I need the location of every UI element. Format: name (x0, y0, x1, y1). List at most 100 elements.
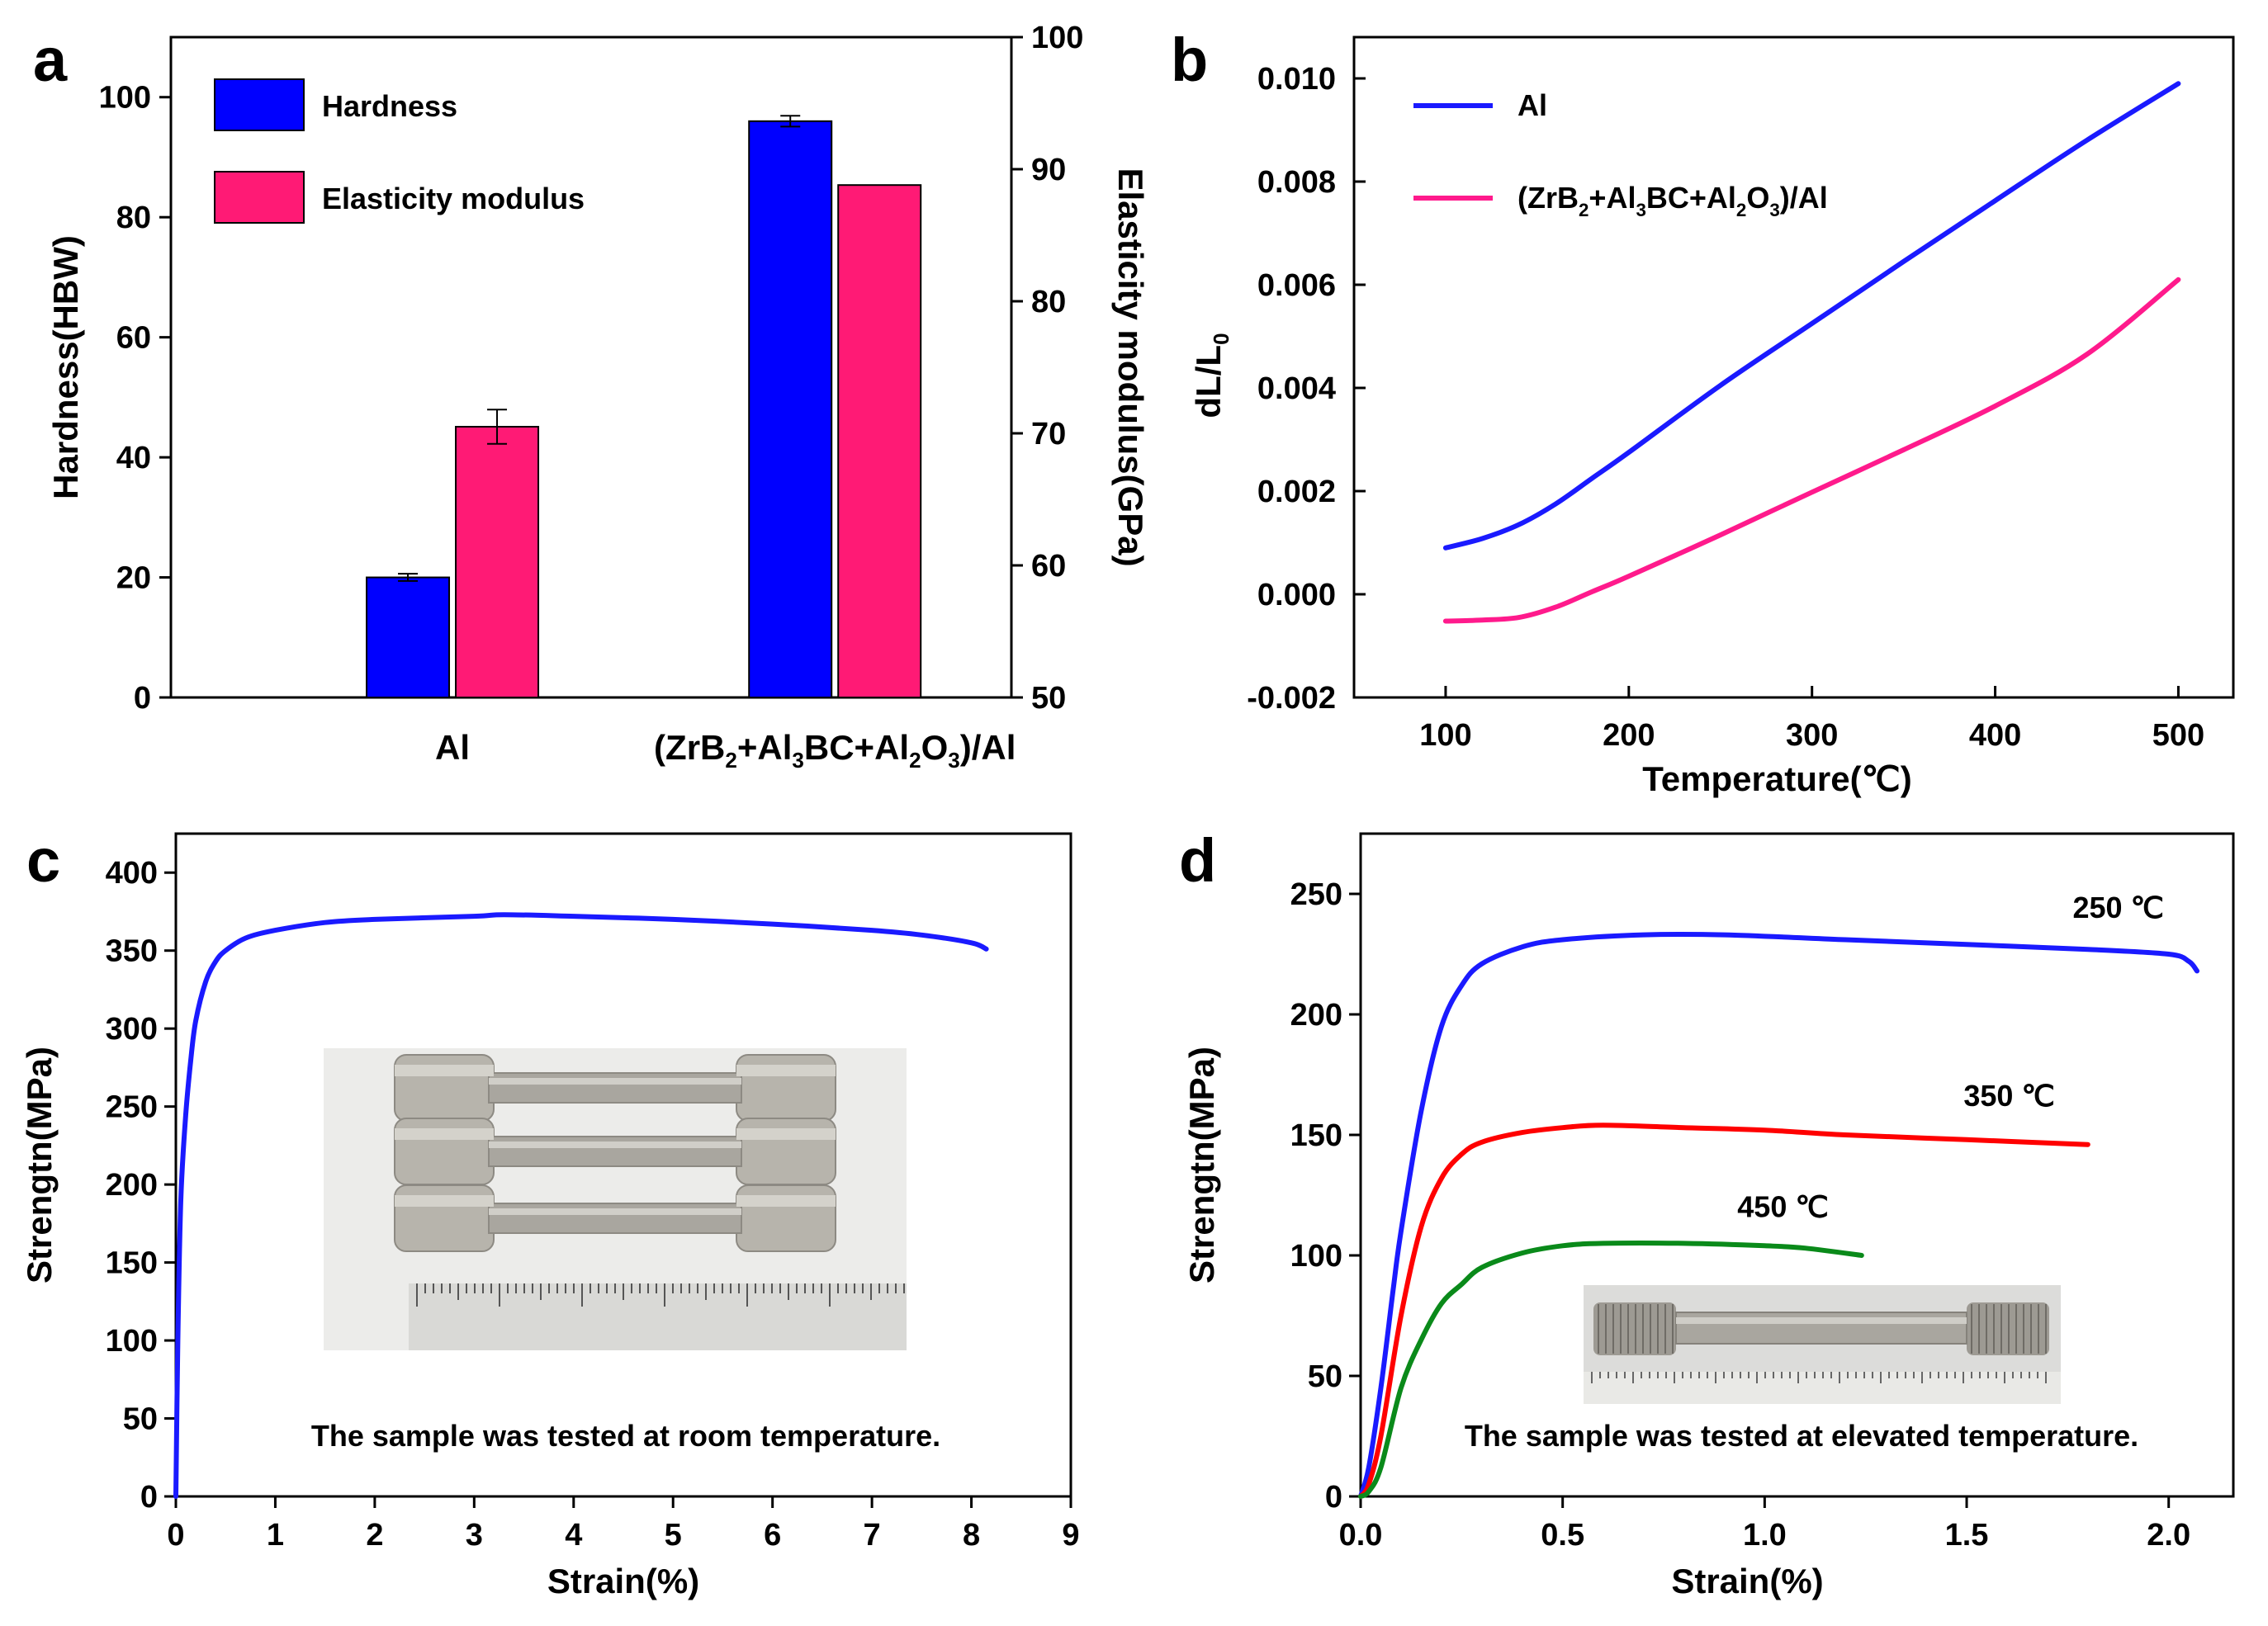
y-tick-label: 0 (140, 1480, 158, 1515)
y-tick-label: 100 (99, 81, 151, 116)
ruler (409, 1283, 907, 1350)
legend-swatch (214, 171, 305, 224)
legend-label: Hardness (322, 89, 457, 123)
y-tick-label: 150 (1290, 1118, 1342, 1153)
subscript: 3 (948, 748, 959, 773)
y-tick-label: 0.006 (1257, 268, 1336, 303)
text-run: BC+Al (1646, 181, 1736, 215)
plot-frame (1359, 832, 2235, 1498)
x-tick-label: 100 (1419, 718, 1471, 753)
text-run: dL/L (1189, 345, 1228, 418)
y-tick-label: 0 (1325, 1480, 1342, 1515)
panel-a: a 0 20 40 60 80 100 50 60 70 80 90 100 Hardness(HBW)… (33, 21, 1150, 773)
y-tick-label: 250 (106, 1090, 158, 1125)
y-tick-label: 350 (106, 934, 158, 969)
y-tick-label: 150 (106, 1246, 158, 1281)
x-category-label: (ZrB2+Al3BC+Al2O3)/Al (654, 728, 1016, 773)
x-tick-label: 3 (466, 1518, 483, 1553)
y-tick-label: 0.002 (1257, 475, 1336, 509)
x-tick-label: 400 (1969, 718, 2021, 753)
specimen-highlight (395, 1128, 494, 1140)
series-line (1358, 1241, 1864, 1499)
series-label: 250 ℃ (2072, 891, 2164, 924)
specimen-highlight (736, 1195, 836, 1207)
x-tick-label: 0.0 (1339, 1518, 1383, 1553)
x-tick-label: 1.0 (1743, 1518, 1787, 1553)
x-axis-label: Strain(%) (547, 1562, 699, 1600)
subscript: 0 (1209, 333, 1233, 344)
series-label: 350 ℃ (1963, 1079, 2055, 1113)
x-tick-label: 9 (1062, 1518, 1079, 1553)
specimen-gauge (488, 1072, 742, 1104)
y2-tick-label: 100 (1031, 21, 1083, 55)
y-tick-label: 300 (106, 1012, 158, 1047)
y-tick-label: 250 (1290, 877, 1342, 912)
panel-letter-b: b (1171, 26, 1208, 94)
y-tick-label: 50 (123, 1402, 158, 1437)
y-tick-label: 200 (1290, 998, 1342, 1033)
text-run: BC+Al (804, 728, 909, 767)
x-tick-label: 500 (2152, 718, 2204, 753)
text-run: Al (435, 728, 470, 767)
x-tick-label: 8 (963, 1518, 980, 1553)
y2-tick-label: 50 (1031, 681, 1066, 716)
y-tick-label: 100 (106, 1324, 158, 1359)
text-run: O (921, 728, 949, 767)
y-axis-label-group: dL/L0 (1189, 333, 1233, 418)
x-tick-label: 2 (366, 1518, 383, 1553)
x-tick-label: 0.5 (1541, 1518, 1584, 1553)
subscript: 2 (1579, 200, 1589, 220)
text-run: (ZrB (654, 728, 725, 767)
x-tick-label: 7 (864, 1518, 881, 1553)
plot-frame (169, 35, 1013, 699)
legend-label: (ZrB2+Al3BC+Al2O3)/Al (1518, 181, 1828, 220)
y2-tick-label: 90 (1031, 153, 1066, 187)
panel-c: c 0 50 100 150 200 250 300 350 400 0 1 2 3 4 5 6 7 8 9 Stra… (20, 826, 1080, 1600)
x-tick-label: 4 (565, 1518, 582, 1553)
specimen-highlight (395, 1195, 494, 1207)
subscript: 3 (1769, 200, 1779, 220)
y2-tick-label: 60 (1031, 549, 1066, 584)
annotation: The sample was tested at elevated temper… (1465, 1419, 2138, 1453)
panel-d: d 0 50 100 150 200 250 0.0 0.5 1.0 1.5 2.0 Strain(%… (1179, 826, 2235, 1600)
x-tick-label: 300 (1786, 718, 1838, 753)
y-axis-label: Hardness(HBW) (46, 235, 85, 499)
x-tick-label: 0 (167, 1518, 184, 1553)
y2-tick-label: 70 (1031, 417, 1066, 451)
panel-letter-d: d (1179, 826, 1216, 895)
x-axis-label: Temperature(℃) (1642, 759, 1911, 798)
series-line (1442, 81, 2181, 551)
series-line (1442, 277, 2181, 624)
y-axis-label: dL/L0 (1189, 333, 1233, 418)
text-run: (ZrB (1518, 181, 1579, 215)
panel-b: b -0.002 0.000 0.002 0.004 0.006 0.008 0.010 10… (1171, 26, 2235, 798)
text-run: +Al (737, 728, 793, 767)
bar-elasticity-modulus (837, 184, 922, 698)
specimen-highlight (489, 1142, 741, 1148)
x-tick-label: 5 (665, 1518, 682, 1553)
specimen-highlight (736, 1065, 836, 1076)
panel-letter-a: a (33, 26, 68, 94)
subscript: 2 (1736, 200, 1746, 220)
y-tick-label: 200 (106, 1168, 158, 1203)
y-tick-label: 0.008 (1257, 165, 1336, 200)
bar-hardness (748, 120, 833, 698)
y-axis-label: Strengtn(MPa) (1182, 1047, 1221, 1283)
plot-frame (1352, 35, 2235, 699)
legend-label: Elasticity modulus (322, 182, 585, 215)
y-tick-label: 400 (106, 856, 158, 891)
specimen-gauge (1675, 1312, 1967, 1345)
y-tick-label: 20 (116, 561, 151, 596)
y2-tick-label: 80 (1031, 285, 1066, 319)
subscript: 3 (792, 748, 803, 773)
y-tick-label: 0.000 (1257, 578, 1336, 612)
y-tick-label: 0.010 (1257, 62, 1336, 97)
panel-letter-c: c (26, 826, 60, 895)
inset-photo-specimen (1584, 1285, 2061, 1404)
specimen-highlight (489, 1078, 741, 1085)
y-tick-label: 0 (134, 681, 151, 716)
specimen-gauge (488, 1203, 742, 1234)
y-axis-label: Strengtn(MPa) (20, 1047, 59, 1283)
series-line (1358, 1123, 2090, 1499)
